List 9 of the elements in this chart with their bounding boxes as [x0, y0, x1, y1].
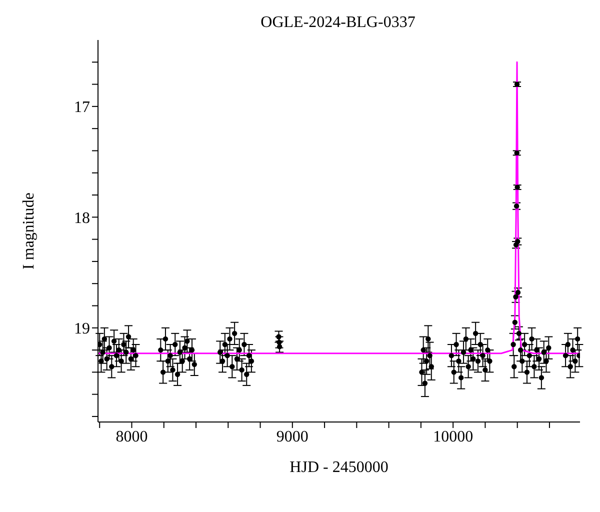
y-tick-label: 18 [74, 210, 90, 227]
x-tick-label: 10000 [433, 428, 474, 446]
chart-title: OGLE-2024-BLG-0337 [260, 14, 416, 32]
x-tick-label: 8000 [116, 428, 148, 446]
y-tick-label: 17 [74, 99, 90, 116]
y-axis-title: I magnitude [20, 192, 38, 270]
x-tick-label: 9000 [276, 428, 308, 446]
x-axis-title: HJD - 2450000 [290, 459, 388, 476]
y-tick-label: 19 [74, 320, 90, 338]
